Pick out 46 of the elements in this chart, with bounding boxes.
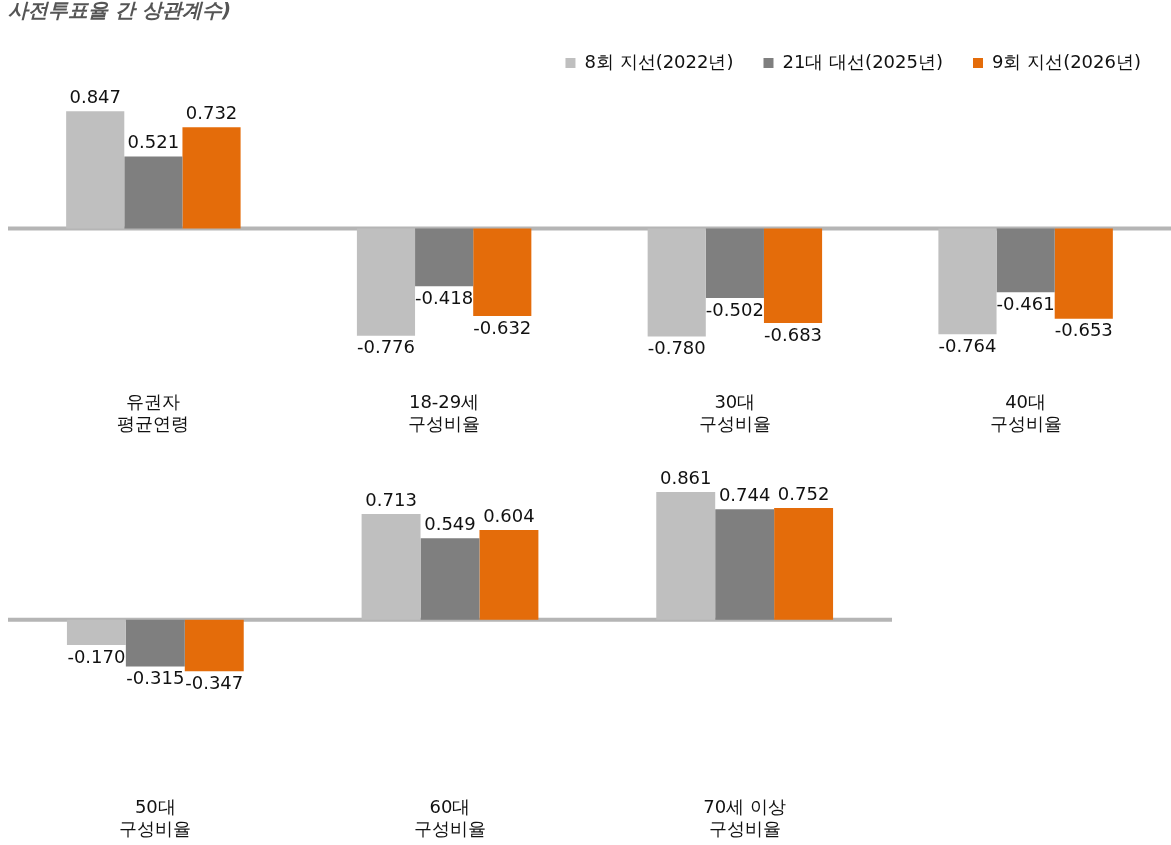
data-label: 0.847 xyxy=(69,85,121,107)
bar xyxy=(420,538,480,620)
bar xyxy=(715,509,775,620)
data-label: -0.780 xyxy=(647,337,706,359)
data-label: -0.418 xyxy=(415,286,474,308)
x-tick-label: 18-29세 구성비율 xyxy=(408,391,481,434)
bar xyxy=(184,619,244,672)
data-label: 0.744 xyxy=(718,483,771,505)
data-label: -0.632 xyxy=(473,316,532,338)
data-label: -0.170 xyxy=(67,645,126,667)
data-label: -0.502 xyxy=(705,298,764,320)
x-tick-label: 60대 구성비율 xyxy=(414,796,486,839)
data-label: -0.461 xyxy=(996,292,1055,314)
data-label: 0.604 xyxy=(483,504,535,526)
legend-label: 21대 대선(2025년) xyxy=(782,50,943,72)
data-label: -0.683 xyxy=(764,323,823,345)
data-label: -0.776 xyxy=(356,336,415,358)
data-label: 0.521 xyxy=(127,131,180,153)
x-tick-label: 유권자 평균연령 xyxy=(117,391,190,434)
data-label: -0.315 xyxy=(126,667,185,689)
bar xyxy=(1054,228,1113,319)
bar xyxy=(996,228,1055,293)
data-label: -0.653 xyxy=(1054,319,1113,341)
data-label: 0.549 xyxy=(424,512,476,534)
data-label: 0.861 xyxy=(659,466,712,488)
legend-label: 9회 지선(2026년) xyxy=(991,50,1141,72)
data-label: 0.752 xyxy=(777,482,830,504)
bar xyxy=(763,228,823,323)
x-tick-label: 70세 이상 구성비율 xyxy=(703,796,786,839)
bar xyxy=(473,228,532,316)
bar xyxy=(479,530,539,620)
bar xyxy=(415,228,474,287)
x-tick-label: 50대 구성비율 xyxy=(119,796,192,839)
chart-title: 사전투표율 간 상관계수) xyxy=(8,0,232,23)
bar xyxy=(182,127,241,229)
bar xyxy=(125,619,185,667)
bar xyxy=(124,156,183,229)
data-label: 0.713 xyxy=(365,488,417,510)
x-tick-label: 30대 구성비율 xyxy=(698,391,771,434)
bar xyxy=(774,508,834,620)
bar xyxy=(705,228,764,298)
legend-label: 8회 지선(2022년) xyxy=(584,50,734,72)
x-tick-label: 40대 구성비율 xyxy=(989,391,1062,434)
data-label: 0.732 xyxy=(185,101,238,123)
data-label: -0.764 xyxy=(938,334,997,356)
data-label: -0.347 xyxy=(185,671,244,693)
